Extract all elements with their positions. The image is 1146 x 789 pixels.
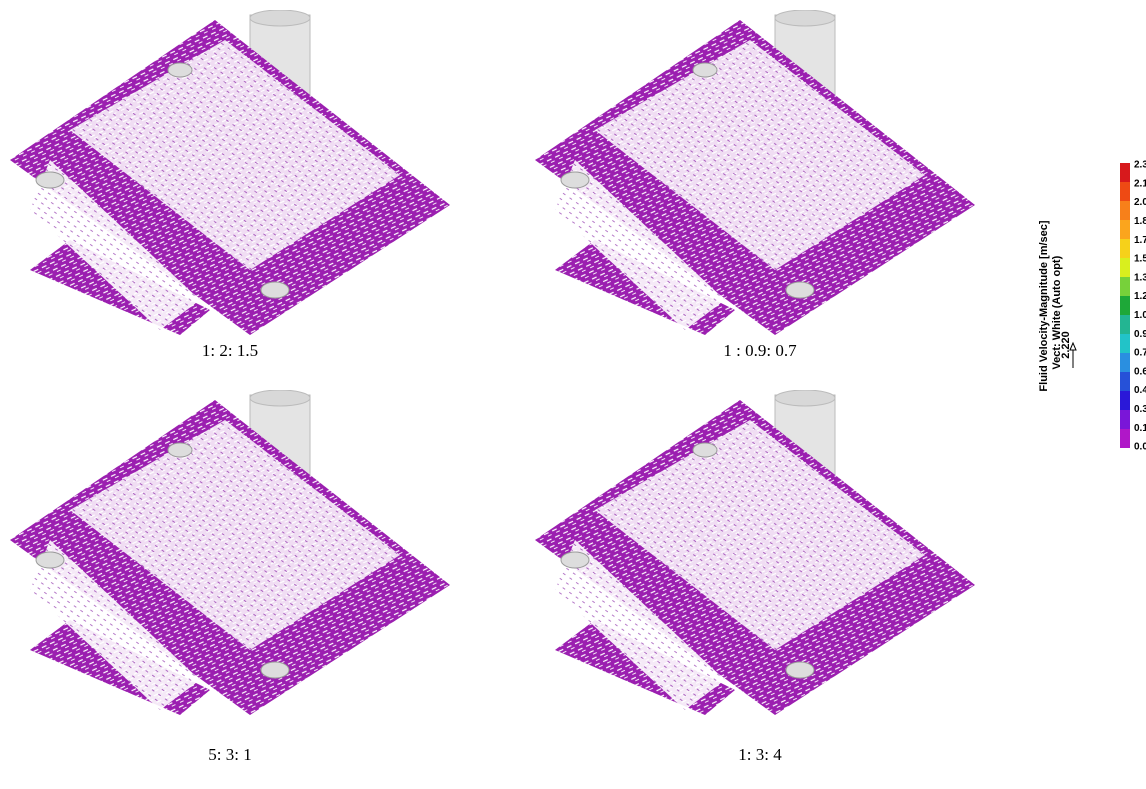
vector-value: 2.220 [1060,331,1072,359]
tick-label: 0.773 [1134,348,1146,359]
tick-label: 1.238 [1134,291,1146,302]
panel: 1: 3: 4 [535,390,975,764]
panel: 1 : 0.9: 0.7 [535,10,975,360]
legend-title: Fluid Velocity-Magnitude [m/sec] [1038,220,1050,391]
panel: 5: 3: 1 [10,390,450,764]
tick-label: 0.309 [1134,404,1146,415]
colorbar-ticks: 2.320 2.166 2.011 1.856 1.702 1.547 1.392 1.238… [1134,160,1146,453]
caption: 5: 3: 1 [208,745,251,764]
caption: 1 : 0.9: 0.7 [723,341,797,360]
legend-text: Fluid Velocity-Magnitude [m/sec] Vect: W… [1038,220,1076,391]
caption: 1: 3: 4 [738,745,782,764]
tick-label: 2.320 [1134,160,1146,171]
tick-label: 0.155 [1134,423,1146,434]
tick-label: 0.464 [1134,385,1146,396]
panel: 1: 2: 1.5 [10,10,450,360]
tick-label: 1.547 [1134,254,1146,265]
tick-label: 2.166 [1134,178,1146,189]
tick-label: 0.619 [1134,366,1146,377]
tick-label: 1.856 [1134,216,1146,227]
tick-label: 1.702 [1134,235,1146,246]
tick-label: 1.083 [1134,310,1146,321]
figure: 1: 2: 1.5 1 : 0.9: 0.7 5: 3: 1 1: 3: 4 F… [0,0,1146,789]
colorbar [1120,163,1130,448]
tick-label: 1.392 [1134,272,1146,283]
caption: 1: 2: 1.5 [202,341,258,360]
option: (Auto opt) [1051,255,1063,308]
tick-label: 0.928 [1134,329,1146,340]
tick-label: 2.011 [1134,197,1146,208]
tick-label: 0.000 [1134,442,1146,453]
